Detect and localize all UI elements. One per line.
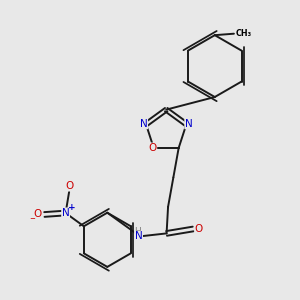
Text: O: O — [34, 209, 42, 220]
Text: O: O — [66, 181, 74, 191]
Text: +: + — [68, 203, 76, 212]
Text: O: O — [148, 143, 157, 153]
Text: N: N — [135, 231, 142, 241]
Text: CH₃: CH₃ — [236, 29, 251, 38]
Text: ⁻: ⁻ — [29, 216, 35, 226]
Text: N: N — [185, 119, 193, 129]
Text: N: N — [62, 208, 70, 218]
Text: N: N — [140, 119, 148, 129]
Text: O: O — [195, 224, 203, 234]
Text: H: H — [134, 226, 141, 236]
